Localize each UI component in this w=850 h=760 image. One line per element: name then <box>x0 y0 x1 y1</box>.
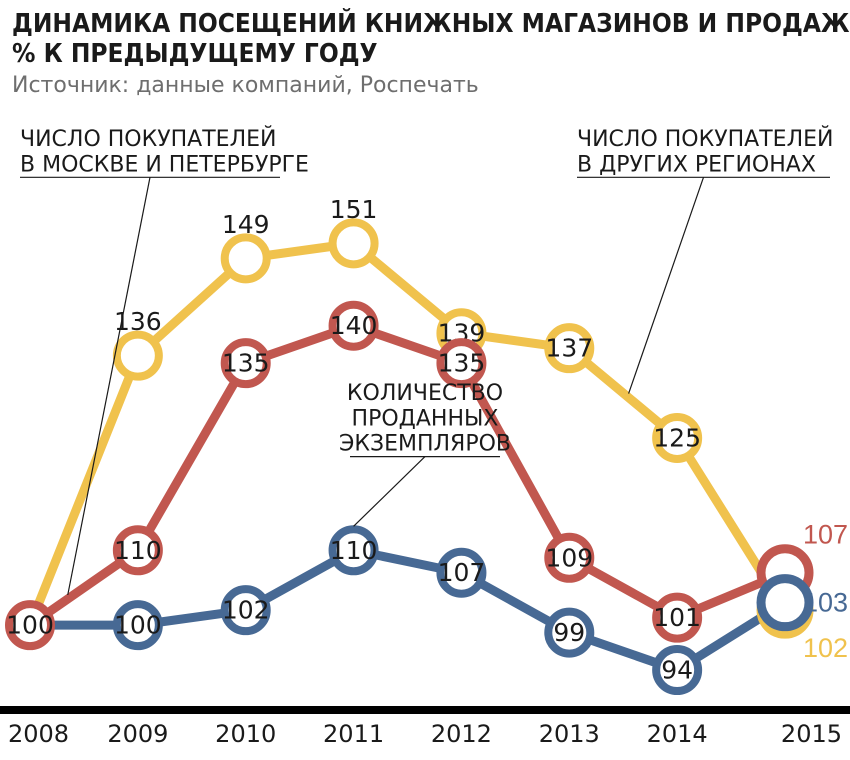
x-axis-rule <box>0 706 850 714</box>
series-value-label: 101 <box>653 603 701 632</box>
series-value-label: 94 <box>661 656 693 685</box>
x-tick-label: 2015 <box>781 720 842 748</box>
x-tick-label: 2008 <box>8 720 69 748</box>
series-value-label: 137 <box>545 334 593 363</box>
legend-text-copies_sold: ПРОДАННЫХ <box>352 406 499 431</box>
legend-text-moscow_spb: ЧИСЛО ПОКУПАТЕЛЕЙ <box>20 126 276 152</box>
legend-text-moscow_spb: В МОСКВЕ И ПЕТЕРБУРГЕ <box>20 152 309 177</box>
end-label-regions: 102 <box>803 633 848 663</box>
legend-text-copies_sold: КОЛИЧЕСТВО <box>347 381 503 406</box>
series-value-label: 109 <box>545 543 593 572</box>
series-value-label: 100 <box>114 611 162 640</box>
series-value-label: 100 <box>6 611 54 640</box>
series-value-label: 99 <box>553 618 585 647</box>
x-tick-label: 2009 <box>107 720 168 748</box>
chart-svg: ДИНАМИКА ПОСЕЩЕНИЙ КНИЖНЫХ МАГАЗИНОВ И П… <box>0 0 850 760</box>
chart-title-line2: % К ПРЕДЫДУЩЕМУ ГОДУ <box>12 39 378 69</box>
series-value-label: 135 <box>438 349 486 378</box>
series-marker-regions <box>225 237 267 279</box>
legend-text-regions: В ДРУГИХ РЕГИОНАХ <box>577 152 816 177</box>
series-value-label: 149 <box>222 210 270 239</box>
x-tick-label: 2013 <box>539 720 600 748</box>
series-marker-regions <box>117 335 159 377</box>
x-tick-label: 2011 <box>323 720 384 748</box>
series-value-label: 125 <box>653 424 701 453</box>
series-value-label: 135 <box>222 349 270 378</box>
legend-text-copies_sold: ЭКЗЕМПЛЯРОВ <box>339 432 511 457</box>
series-value-label: 107 <box>438 558 486 587</box>
series-value-label: 110 <box>330 536 378 565</box>
x-tick-label: 2010 <box>215 720 276 748</box>
chart-subtitle: Источник: данные компаний, Роспечать <box>12 73 479 98</box>
series-marker-copies_sold <box>761 579 809 627</box>
series-value-label: 102 <box>222 596 270 625</box>
chart-title-line1: ДИНАМИКА ПОСЕЩЕНИЙ КНИЖНЫХ МАГАЗИНОВ И П… <box>12 7 850 39</box>
x-tick-label: 2012 <box>431 720 492 748</box>
series-value-label: 110 <box>114 536 162 565</box>
legend-leader <box>629 177 704 393</box>
end-label-copies_sold: 103 <box>803 588 848 618</box>
end-label-moscow_spb: 107 <box>803 520 848 550</box>
series-value-label: 140 <box>330 311 378 340</box>
plot-area: 2008200920102011201220132014201513614915… <box>0 126 850 748</box>
series-marker-regions <box>333 222 375 264</box>
x-tick-label: 2014 <box>647 720 708 748</box>
series-value-label: 151 <box>330 195 378 224</box>
legend-text-regions: ЧИСЛО ПОКУПАТЕЛЕЙ <box>577 126 833 152</box>
legend-leader <box>354 457 425 527</box>
